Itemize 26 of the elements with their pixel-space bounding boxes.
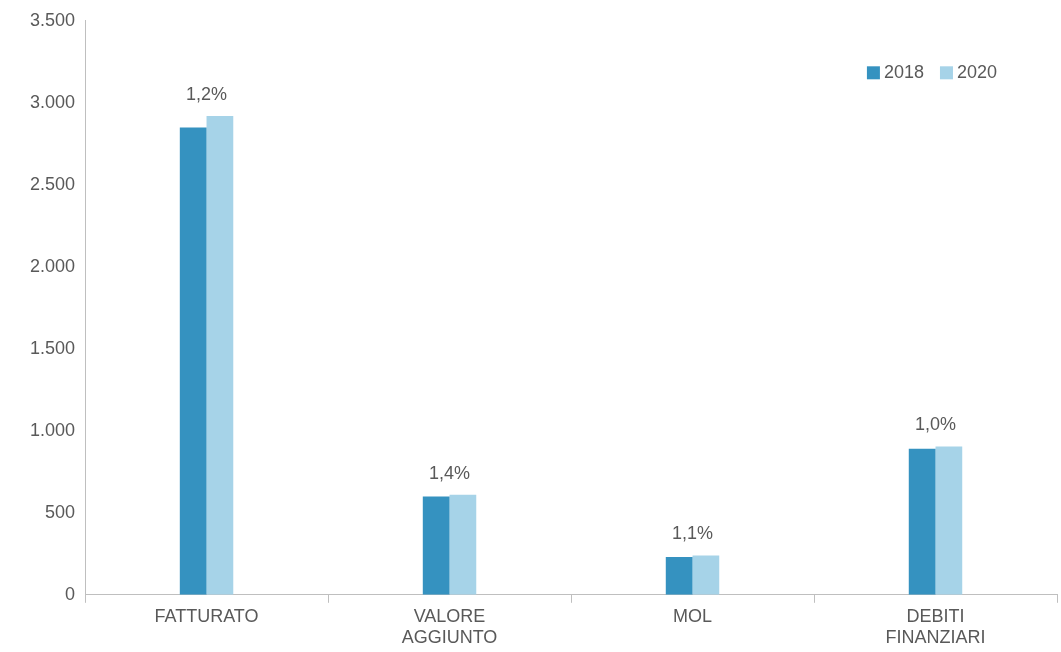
legend-label: 2018 [883,61,924,82]
x-tick-label: MOL [673,605,713,626]
bar [692,555,720,595]
bar [206,115,234,595]
y-tick-label: 500 [45,501,76,522]
y-tick-label: 0 [65,583,76,604]
bar [449,494,477,595]
legend-label: 2020 [956,61,997,82]
bar [908,448,936,595]
x-tick-label: VALORE AGGIUNTO [401,605,498,648]
bar [935,446,963,595]
bar [422,496,450,595]
y-tick-label: 3.500 [30,9,76,30]
annotation: 1,4% [429,462,471,483]
y-tick-label: 2.000 [30,255,76,276]
annotation: 1,2% [186,83,228,104]
y-tick-label: 2.500 [30,173,76,194]
x-tick-label: DEBITI FINANZIARI [885,605,986,648]
annotation: 1,1% [672,523,714,544]
annotation: 1,0% [914,414,957,435]
y-tick-label: 3.000 [30,91,76,112]
x-tick-label: FATTURATO [154,605,259,626]
y-tick-label: 1.500 [30,337,76,358]
bar [665,557,693,595]
bar [179,127,207,595]
y-tick-label: 1.000 [30,419,76,440]
